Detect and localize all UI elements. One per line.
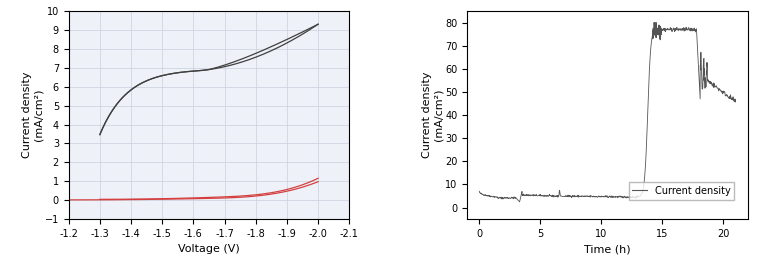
Y-axis label: Current density
(mA/cm²): Current density (mA/cm²) xyxy=(21,72,43,158)
Legend: Current density: Current density xyxy=(629,182,735,200)
Y-axis label: Current density
(mA/cm²): Current density (mA/cm²) xyxy=(422,72,443,158)
X-axis label: Time (h): Time (h) xyxy=(584,244,631,255)
X-axis label: Voltage (V): Voltage (V) xyxy=(178,244,240,255)
